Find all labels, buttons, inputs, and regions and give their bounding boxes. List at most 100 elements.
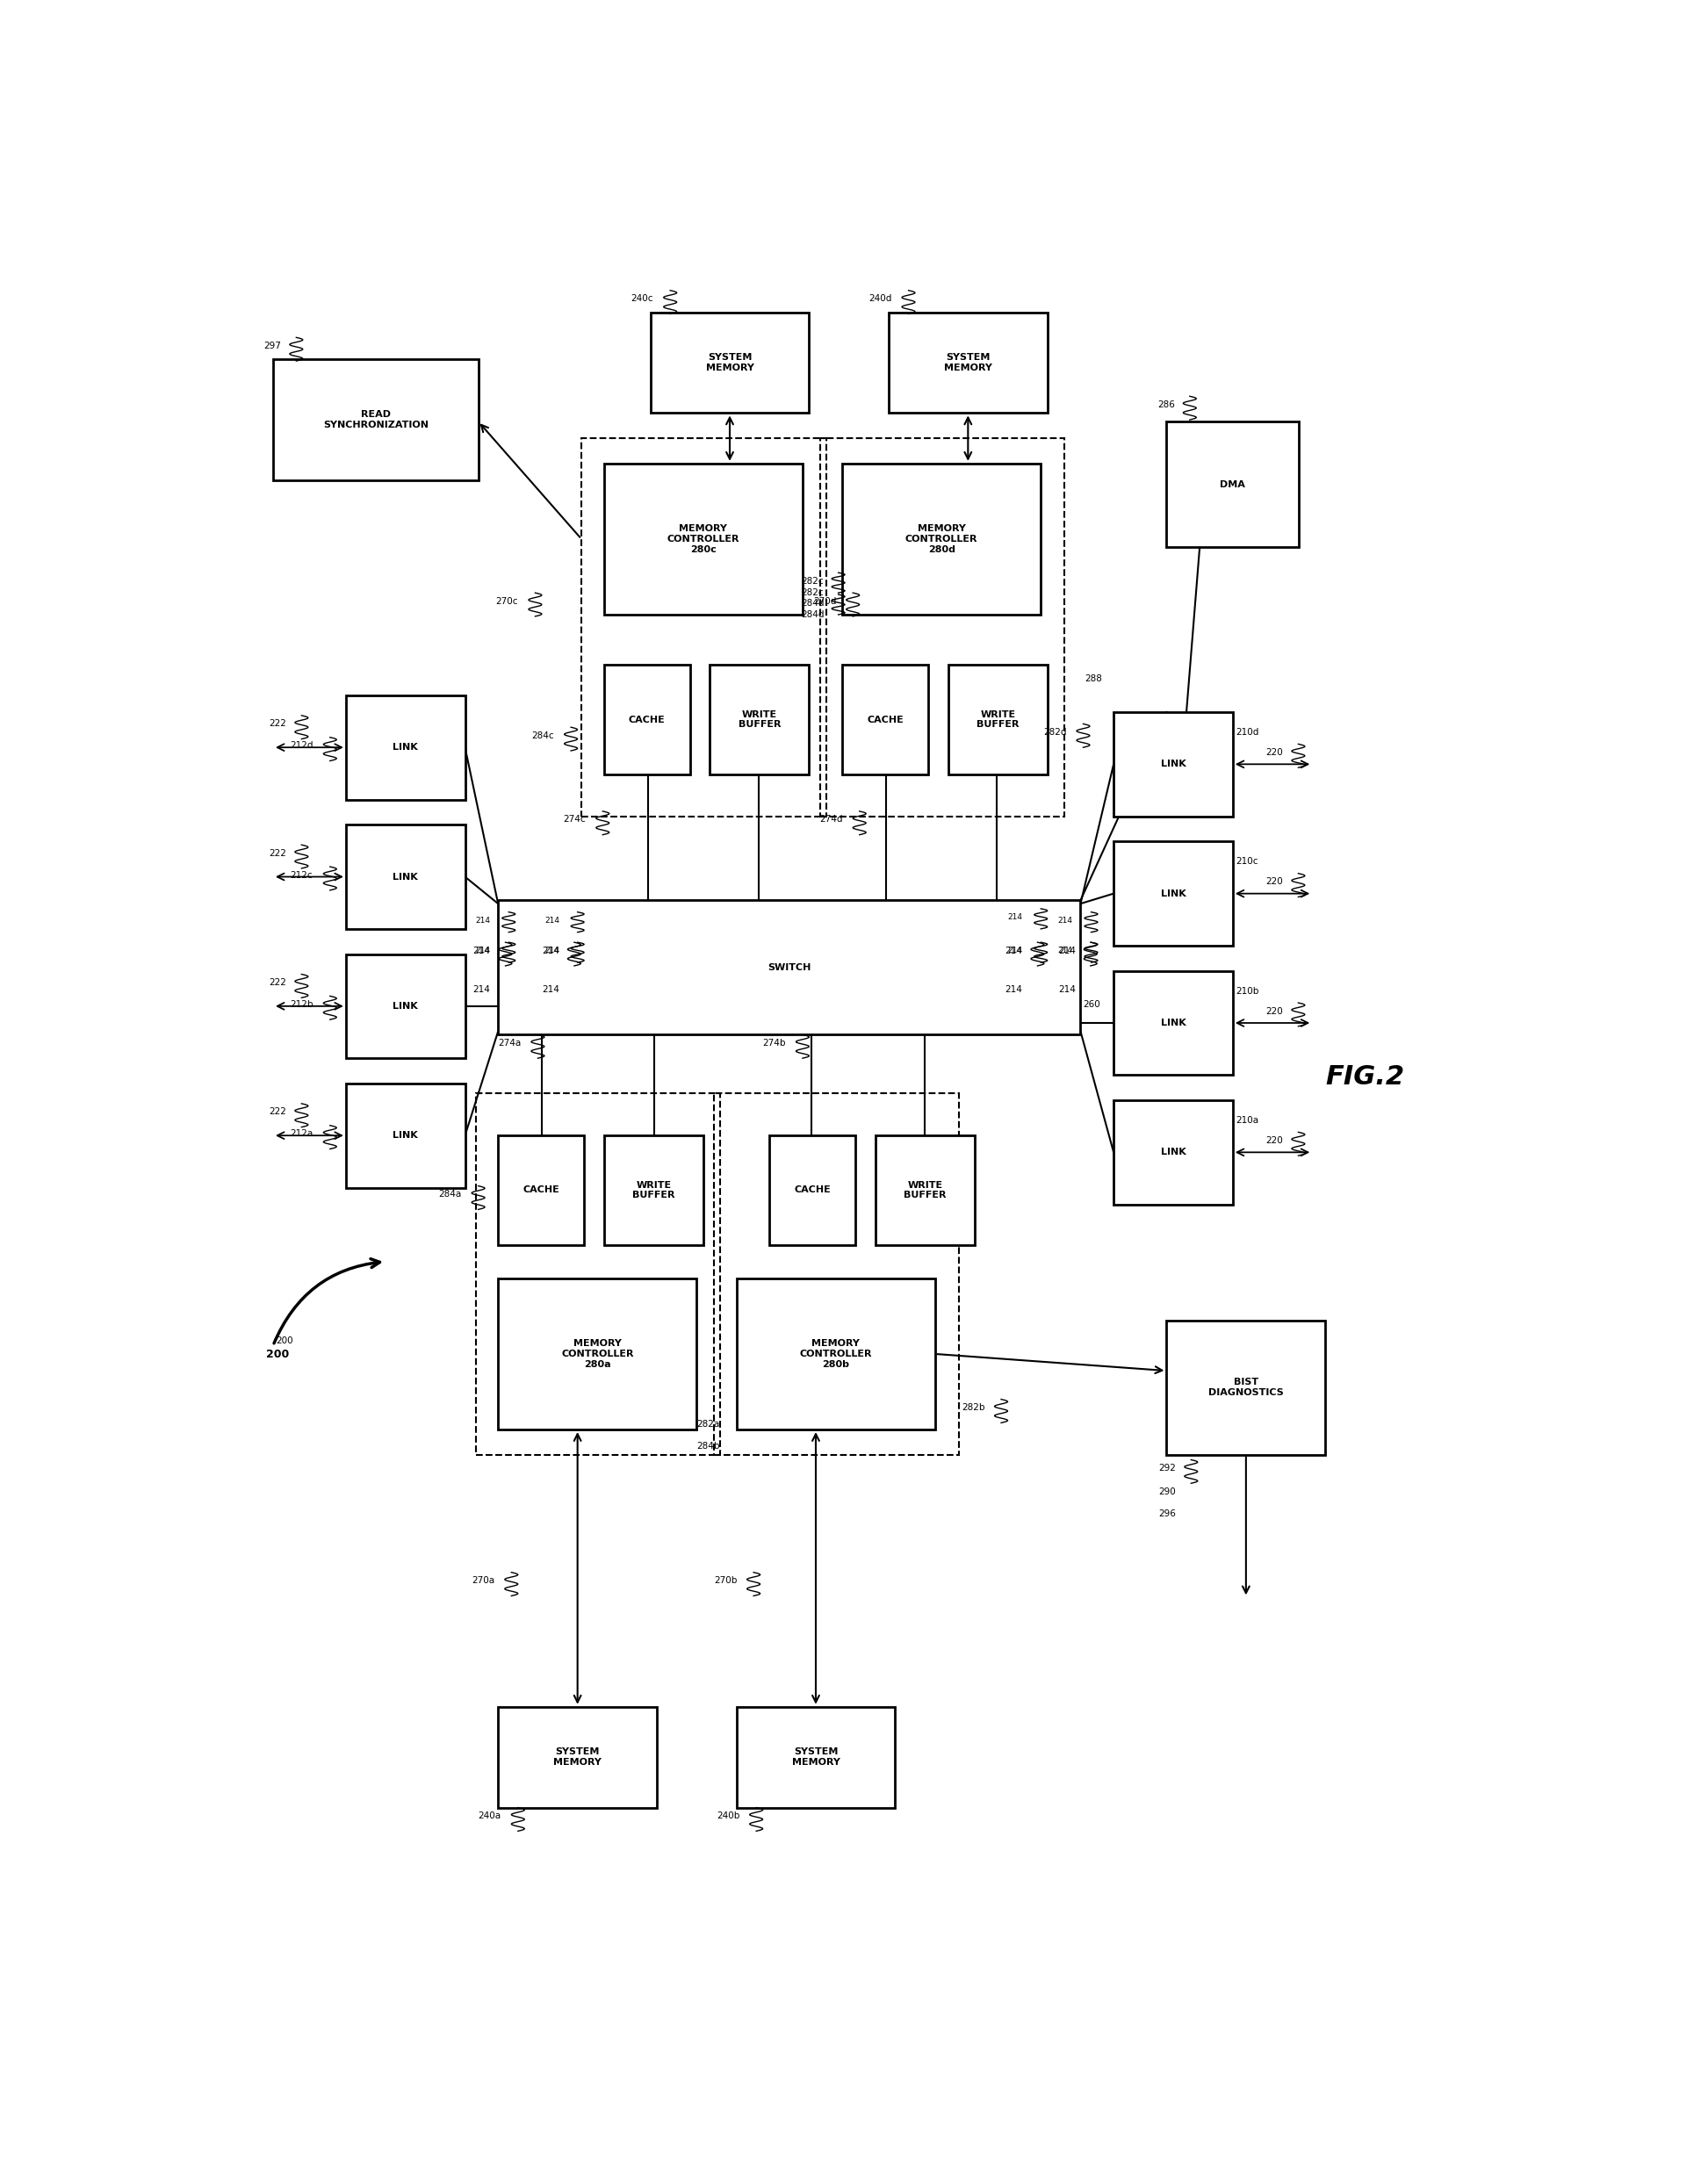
Text: 212d: 212d xyxy=(290,742,314,751)
Text: 214: 214 xyxy=(473,947,490,956)
Text: 282c: 282c xyxy=(801,589,823,598)
Text: 240d: 240d xyxy=(869,295,892,303)
Text: 214: 214 xyxy=(1057,984,1076,993)
Text: MEMORY
CONTROLLER
280c: MEMORY CONTROLLER 280c xyxy=(668,524,740,554)
Text: 284d: 284d xyxy=(801,598,825,607)
Text: 214: 214 xyxy=(541,947,559,956)
Text: 220: 220 xyxy=(1266,748,1283,757)
Text: SYSTEM
MEMORY: SYSTEM MEMORY xyxy=(945,353,992,373)
Text: 282c: 282c xyxy=(801,576,823,585)
Text: SYSTEM
MEMORY: SYSTEM MEMORY xyxy=(705,353,753,373)
Bar xyxy=(1114,971,1233,1076)
Text: 274d: 274d xyxy=(820,816,844,825)
Text: 240a: 240a xyxy=(478,1811,500,1820)
Text: 214: 214 xyxy=(475,947,490,956)
Bar xyxy=(1167,421,1298,548)
Text: 214: 214 xyxy=(1008,947,1023,956)
Bar xyxy=(499,901,1081,1034)
Text: 260: 260 xyxy=(1083,999,1100,1008)
Text: 214: 214 xyxy=(475,916,490,925)
Text: LINK: LINK xyxy=(1160,1019,1185,1028)
Text: 282b: 282b xyxy=(962,1403,984,1412)
Text: 220: 220 xyxy=(1266,877,1283,886)
Bar xyxy=(736,1279,934,1429)
Text: 214: 214 xyxy=(545,916,559,925)
Text: 270a: 270a xyxy=(471,1575,495,1584)
Bar xyxy=(499,1706,658,1807)
Bar xyxy=(842,666,929,775)
Bar xyxy=(499,1279,697,1429)
Bar xyxy=(581,439,827,816)
Text: 270d: 270d xyxy=(813,598,837,607)
Text: 270c: 270c xyxy=(495,598,518,607)
Text: 284b: 284b xyxy=(697,1442,719,1451)
Text: 274b: 274b xyxy=(763,1039,786,1047)
Bar xyxy=(769,1135,856,1244)
Text: FIG.2: FIG.2 xyxy=(1325,1065,1404,1089)
Text: 282a: 282a xyxy=(697,1420,719,1429)
Bar xyxy=(714,1093,958,1455)
Text: 210d: 210d xyxy=(1235,729,1259,738)
Bar xyxy=(1114,711,1233,816)
Text: WRITE
BUFFER: WRITE BUFFER xyxy=(977,709,1020,729)
Text: LINK: LINK xyxy=(393,744,418,753)
Text: WRITE
BUFFER: WRITE BUFFER xyxy=(904,1180,946,1200)
Text: 214: 214 xyxy=(1057,947,1076,956)
Text: 222: 222 xyxy=(270,978,287,986)
Text: 200: 200 xyxy=(275,1335,294,1344)
Bar xyxy=(499,1135,584,1244)
Text: WRITE
BUFFER: WRITE BUFFER xyxy=(738,709,781,729)
Bar xyxy=(948,666,1047,775)
Text: 284c: 284c xyxy=(531,731,553,740)
Text: 214: 214 xyxy=(541,984,559,993)
Text: CACHE: CACHE xyxy=(629,716,666,724)
Text: 292: 292 xyxy=(1158,1464,1177,1473)
Bar xyxy=(605,666,690,775)
Text: 210c: 210c xyxy=(1235,858,1257,866)
Text: 214: 214 xyxy=(545,947,559,956)
Text: 274a: 274a xyxy=(499,1039,521,1047)
Text: MEMORY
CONTROLLER
280a: MEMORY CONTROLLER 280a xyxy=(562,1340,634,1368)
Text: 222: 222 xyxy=(270,1108,287,1117)
Text: SWITCH: SWITCH xyxy=(767,962,811,971)
Text: 288: 288 xyxy=(1085,674,1102,683)
Bar xyxy=(736,1706,895,1807)
Text: 297: 297 xyxy=(263,340,282,351)
Text: 222: 222 xyxy=(270,720,287,729)
Bar xyxy=(651,312,810,412)
Text: 284a: 284a xyxy=(439,1189,461,1198)
Bar xyxy=(345,1084,465,1187)
Text: SYSTEM
MEMORY: SYSTEM MEMORY xyxy=(553,1748,601,1767)
Text: 284d: 284d xyxy=(801,611,825,620)
Text: 214: 214 xyxy=(1004,984,1023,993)
Text: 240c: 240c xyxy=(630,295,652,303)
Text: CACHE: CACHE xyxy=(523,1185,560,1194)
Text: MEMORY
CONTROLLER
280b: MEMORY CONTROLLER 280b xyxy=(799,1340,871,1368)
Text: LINK: LINK xyxy=(393,1002,418,1010)
Bar xyxy=(820,439,1064,816)
Bar xyxy=(888,312,1047,412)
Text: 214: 214 xyxy=(1004,947,1023,956)
Text: LINK: LINK xyxy=(393,1130,418,1139)
Text: 214: 214 xyxy=(1057,947,1073,956)
Text: 212b: 212b xyxy=(290,999,314,1008)
Text: 214: 214 xyxy=(1008,912,1023,921)
Text: BIST
DIAGNOSTICS: BIST DIAGNOSTICS xyxy=(1208,1379,1284,1396)
Text: 290: 290 xyxy=(1158,1488,1177,1497)
Bar xyxy=(273,360,478,480)
Text: 270b: 270b xyxy=(714,1575,738,1584)
Text: 286: 286 xyxy=(1158,399,1175,408)
Text: 282d: 282d xyxy=(1044,729,1068,738)
Text: 210b: 210b xyxy=(1235,986,1259,995)
Text: LINK: LINK xyxy=(1160,890,1185,899)
Text: 296: 296 xyxy=(1158,1510,1177,1519)
Text: 220: 220 xyxy=(1266,1137,1283,1146)
Text: CACHE: CACHE xyxy=(794,1185,830,1194)
Text: 200: 200 xyxy=(266,1348,289,1359)
Text: CACHE: CACHE xyxy=(868,716,904,724)
Text: LINK: LINK xyxy=(1160,1148,1185,1156)
Text: 212c: 212c xyxy=(290,871,313,879)
Bar xyxy=(711,666,810,775)
Text: 214: 214 xyxy=(1057,916,1073,925)
Text: WRITE
BUFFER: WRITE BUFFER xyxy=(632,1180,675,1200)
